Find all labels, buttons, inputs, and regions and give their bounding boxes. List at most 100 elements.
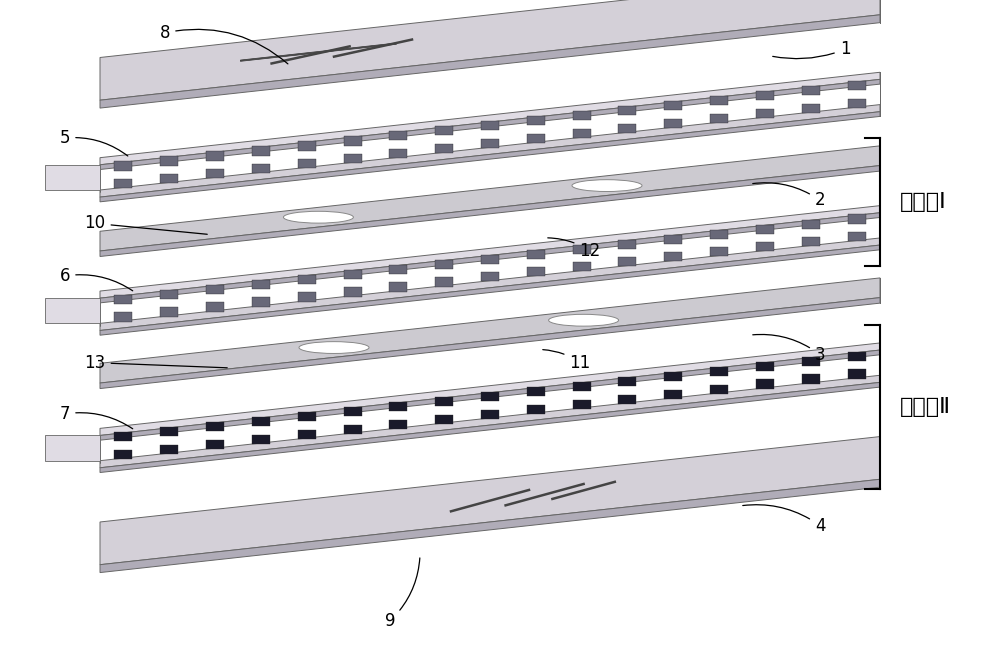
Polygon shape (389, 131, 407, 141)
Polygon shape (618, 258, 636, 267)
Polygon shape (252, 280, 270, 289)
Text: 9: 9 (385, 558, 420, 630)
Text: 10: 10 (84, 214, 207, 235)
Polygon shape (848, 214, 866, 223)
Polygon shape (114, 162, 132, 171)
Polygon shape (481, 122, 499, 131)
Polygon shape (389, 402, 407, 411)
Polygon shape (756, 380, 774, 389)
Polygon shape (802, 237, 820, 246)
Polygon shape (527, 405, 545, 414)
Text: 6: 6 (60, 267, 133, 291)
Text: 4: 4 (743, 505, 825, 535)
Polygon shape (160, 445, 178, 454)
Polygon shape (389, 265, 407, 274)
Polygon shape (114, 295, 132, 304)
Polygon shape (435, 260, 453, 269)
Text: 5: 5 (60, 129, 128, 156)
Polygon shape (100, 278, 880, 383)
Polygon shape (756, 362, 774, 371)
Polygon shape (114, 450, 132, 459)
Polygon shape (252, 417, 270, 426)
Polygon shape (344, 424, 362, 434)
Polygon shape (527, 116, 545, 125)
Polygon shape (618, 106, 636, 116)
Polygon shape (848, 99, 866, 108)
Polygon shape (100, 72, 880, 165)
Polygon shape (527, 250, 545, 259)
Polygon shape (664, 390, 682, 399)
Polygon shape (802, 104, 820, 113)
Text: 2: 2 (753, 183, 825, 210)
Polygon shape (710, 114, 728, 123)
Polygon shape (100, 238, 880, 330)
Text: 12: 12 (548, 238, 601, 260)
Polygon shape (252, 147, 270, 156)
Polygon shape (252, 435, 270, 444)
Polygon shape (573, 111, 591, 120)
Polygon shape (481, 409, 499, 419)
Polygon shape (298, 159, 316, 168)
Polygon shape (206, 440, 224, 449)
Polygon shape (618, 377, 636, 386)
Ellipse shape (572, 179, 642, 192)
Polygon shape (481, 139, 499, 148)
Polygon shape (114, 179, 132, 189)
Polygon shape (710, 367, 728, 376)
Polygon shape (710, 384, 728, 394)
Polygon shape (802, 86, 820, 95)
Polygon shape (573, 399, 591, 409)
Polygon shape (389, 149, 407, 158)
Polygon shape (100, 245, 880, 335)
Polygon shape (481, 255, 499, 264)
Polygon shape (527, 267, 545, 277)
Polygon shape (100, 206, 880, 298)
Text: 滤波器Ⅱ: 滤波器Ⅱ (900, 397, 951, 417)
Polygon shape (100, 480, 880, 573)
Polygon shape (114, 313, 132, 322)
Text: 7: 7 (60, 405, 133, 429)
Polygon shape (344, 287, 362, 296)
Polygon shape (100, 0, 880, 101)
Polygon shape (100, 375, 880, 468)
Polygon shape (848, 369, 866, 378)
Text: 8: 8 (160, 24, 288, 64)
Polygon shape (848, 81, 866, 90)
Polygon shape (206, 151, 224, 160)
Polygon shape (435, 397, 453, 406)
Polygon shape (664, 235, 682, 244)
Polygon shape (298, 275, 316, 284)
Polygon shape (756, 109, 774, 118)
Polygon shape (710, 96, 728, 105)
Polygon shape (100, 79, 880, 170)
Polygon shape (298, 141, 316, 150)
Polygon shape (100, 15, 880, 108)
Polygon shape (100, 104, 880, 197)
Polygon shape (435, 415, 453, 424)
Polygon shape (802, 374, 820, 384)
Polygon shape (481, 272, 499, 281)
Polygon shape (664, 252, 682, 261)
Polygon shape (206, 302, 224, 311)
Polygon shape (100, 166, 880, 256)
Polygon shape (298, 292, 316, 302)
Polygon shape (252, 298, 270, 307)
Polygon shape (618, 124, 636, 133)
Polygon shape (481, 392, 499, 401)
Text: 1: 1 (773, 40, 850, 58)
Polygon shape (344, 154, 362, 163)
Polygon shape (435, 126, 453, 135)
Polygon shape (160, 427, 178, 436)
Polygon shape (160, 307, 178, 317)
Polygon shape (710, 247, 728, 256)
Polygon shape (206, 284, 224, 294)
Polygon shape (573, 262, 591, 271)
Polygon shape (160, 156, 178, 166)
Polygon shape (252, 164, 270, 173)
Ellipse shape (283, 212, 353, 223)
Text: 滤波器Ⅰ: 滤波器Ⅰ (900, 192, 947, 212)
Polygon shape (527, 134, 545, 143)
Polygon shape (802, 357, 820, 366)
Polygon shape (45, 436, 100, 461)
Polygon shape (756, 91, 774, 101)
